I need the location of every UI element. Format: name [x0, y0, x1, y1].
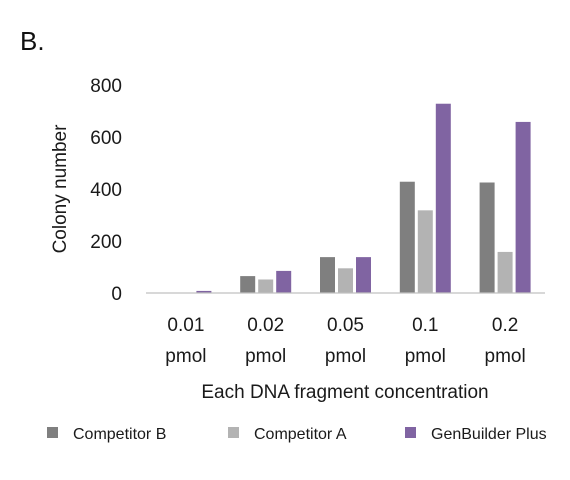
bar-genbuilder-plus — [435, 103, 451, 293]
y-tick-label: 800 — [90, 76, 122, 97]
y-axis-title: Colony number — [50, 124, 71, 254]
y-tick-label: 400 — [90, 180, 122, 201]
bar-genbuilder-plus — [196, 290, 212, 293]
x-axis-title: Each DNA fragment concentration — [201, 382, 488, 403]
bar-competitor-b — [320, 257, 335, 293]
y-tick-label: 0 — [111, 284, 122, 305]
legend-label: GenBuilder Plus — [431, 426, 547, 443]
bar-competitor-b — [240, 276, 256, 293]
legend-label: Competitor A — [254, 426, 347, 443]
legend-swatch — [405, 427, 416, 438]
x-axis-ticks: 0.01 pmol 0.02 pmol 0.05 pmol 0.1 pmol 0.2 pmol — [165, 315, 525, 367]
legend-swatch — [228, 427, 239, 438]
x-tick-label: pmol — [325, 346, 366, 367]
bar-genbuilder-plus — [515, 121, 531, 293]
bar-competitor-b — [479, 182, 495, 293]
bars — [196, 103, 531, 293]
bar-competitor-a — [258, 279, 274, 293]
x-tick-label: pmol — [405, 346, 446, 367]
legend-swatch — [47, 427, 58, 438]
bar-genbuilder-plus — [276, 270, 292, 293]
legend: Competitor B Competitor A GenBuilder Plus — [47, 426, 547, 443]
x-tick-label: 0.2 — [492, 315, 518, 336]
x-tick-label: 0.05 — [327, 315, 364, 336]
bar-competitor-b — [399, 181, 415, 293]
bar-genbuilder-plus — [356, 257, 371, 293]
y-tick-label: 200 — [90, 232, 122, 253]
x-tick-label: pmol — [485, 346, 526, 367]
x-tick-label: pmol — [165, 346, 206, 367]
bar-competitor-a — [417, 210, 433, 293]
bar-competitor-a — [497, 251, 513, 293]
y-axis-ticks: 0 200 400 600 800 — [90, 76, 122, 305]
panel-label: B. — [20, 26, 45, 56]
x-tick-label: 0.02 — [247, 315, 284, 336]
y-tick-label: 600 — [90, 128, 122, 149]
x-tick-label: 0.1 — [412, 315, 438, 336]
bar-competitor-a — [338, 268, 353, 293]
x-tick-label: pmol — [245, 346, 286, 367]
legend-label: Competitor B — [73, 426, 166, 443]
x-tick-label: 0.01 — [167, 315, 204, 336]
